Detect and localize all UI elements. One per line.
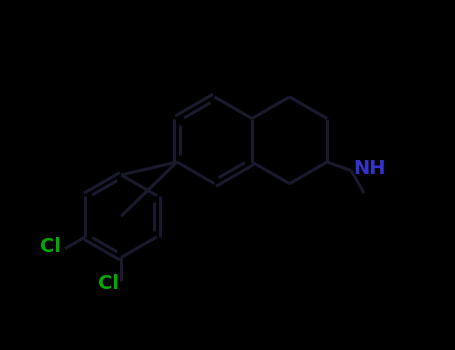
Text: NH: NH bbox=[354, 159, 386, 178]
Text: Cl: Cl bbox=[40, 237, 61, 256]
Text: Cl: Cl bbox=[98, 274, 119, 293]
